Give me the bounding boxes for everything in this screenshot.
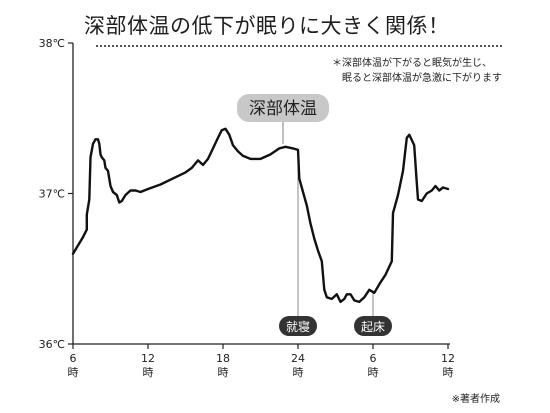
note-line-2: 眠ると深部体温が急激に下がります [342, 73, 502, 84]
y-tick-label: 36℃ [39, 338, 65, 351]
x-tick-suffix: 時 [218, 366, 229, 379]
x-tick-suffix: 時 [443, 366, 454, 379]
temperature-line [71, 127, 450, 304]
x-tick-label: 6 [70, 352, 77, 365]
callout-layer: 深部体温 [237, 94, 329, 122]
x-tick-label: 12 [441, 352, 455, 365]
y-tick-label: 37℃ [39, 188, 65, 201]
chart-note: ＊深部体温が下がると眠気が生じ、 眠ると深部体温が急激に下がります [332, 56, 502, 86]
callout-label: 深部体温 [249, 99, 317, 119]
x-tick-suffix: 時 [293, 366, 304, 379]
note-line-1: ＊深部体温が下がると眠気が生じ、 [332, 58, 492, 69]
y-tick-label: 38℃ [39, 37, 65, 50]
events-layer: 就寝 起床 [279, 316, 392, 336]
event-badge [354, 316, 392, 336]
event-guides [282, 120, 374, 318]
x-tick-label: 24 [291, 352, 305, 365]
title-dotted-rule [96, 45, 502, 47]
x-tick-suffix: 時 [368, 366, 379, 379]
source-note: ※著者作成 [451, 394, 500, 405]
x-tick-suffix: 時 [143, 366, 154, 379]
x-tick-label: 6 [370, 352, 377, 365]
series-layer [71, 127, 450, 304]
event-label: 起床 [361, 320, 385, 334]
event-badge [279, 316, 317, 336]
event-label: 就寝 [286, 319, 310, 334]
callout-box [237, 94, 329, 122]
x-tick-suffix: 時 [68, 366, 79, 379]
chart-title: 深部体温の低下が眠りに大きく関係！ [84, 14, 450, 38]
x-tick-label: 18 [216, 352, 230, 365]
x-tick-label: 12 [141, 352, 155, 365]
